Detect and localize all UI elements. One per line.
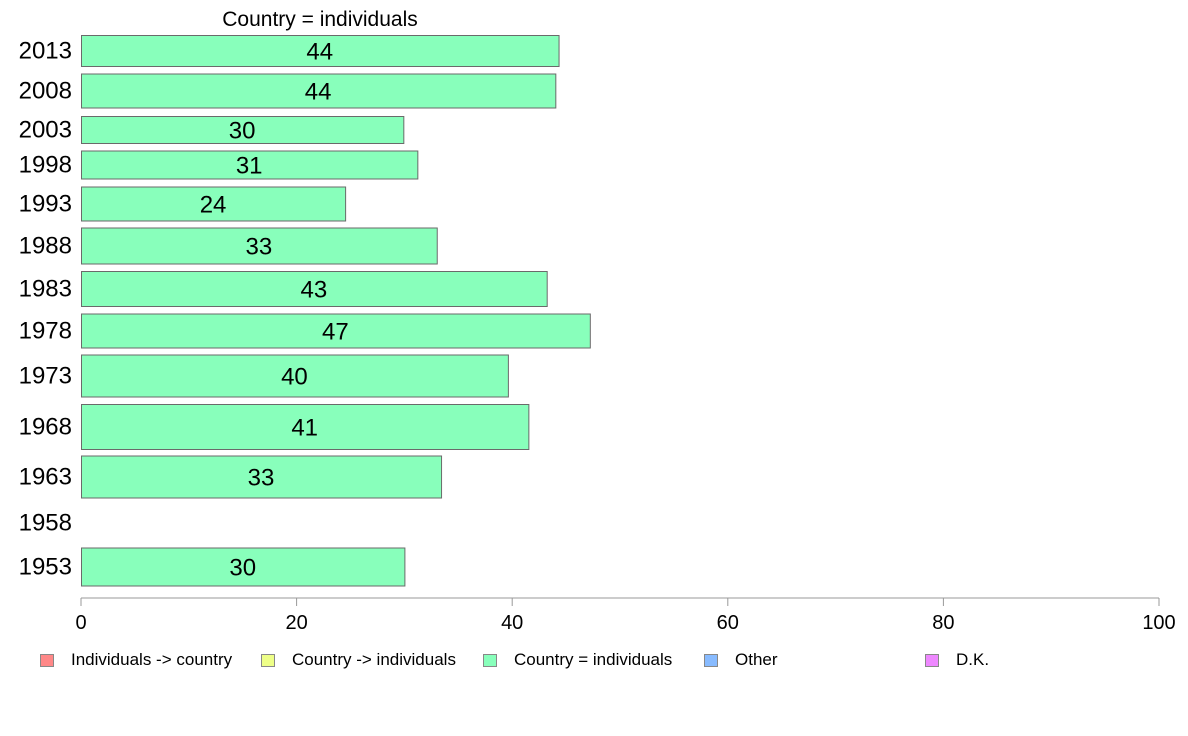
legend-label: Individuals -> country: [71, 650, 233, 669]
x-tick-label: 40: [501, 612, 523, 634]
category-label: 1993: [19, 191, 72, 218]
bar: [81, 227, 438, 265]
x-tick-label: 60: [717, 612, 739, 634]
bar-value-label: 43: [300, 277, 327, 304]
chart-title: Country = individuals: [222, 8, 418, 31]
category-label: 1973: [19, 363, 72, 390]
category-label: 1968: [19, 414, 72, 441]
legend-swatch: [925, 653, 939, 667]
bar: [81, 186, 347, 222]
bar: [81, 354, 509, 398]
category-label: 1958: [19, 510, 72, 537]
bar-value-label: 30: [229, 555, 256, 582]
legend-swatch: [483, 653, 497, 667]
legend-item-other: Other: [704, 650, 778, 670]
bar-value-label: 30: [229, 118, 256, 145]
bar: [81, 116, 405, 144]
category-label: 2008: [19, 78, 72, 105]
x-axis: 0 20 40 60 80 100: [75, 597, 1176, 634]
bar-value-label: 47: [322, 319, 349, 346]
bar: [81, 455, 443, 499]
bar-value-label: 40: [281, 364, 308, 391]
category-label: 1978: [19, 318, 72, 345]
bar-value-label: 31: [236, 153, 263, 180]
legend-item-country-individuals: Country -> individuals: [261, 650, 456, 670]
category-label: 1988: [19, 233, 72, 260]
x-tick-label: 100: [1142, 612, 1175, 634]
bar-value-label: 33: [246, 234, 273, 261]
category-label: 2003: [19, 117, 72, 144]
bar-value-label: 44: [305, 79, 332, 106]
legend-item-country-equals-individuals: Country = individuals: [483, 650, 672, 670]
bar: [81, 73, 557, 109]
legend-label: Other: [735, 650, 778, 669]
legend-swatch: [261, 653, 275, 667]
category-label: 1963: [19, 464, 72, 491]
bar: [81, 150, 419, 180]
bar-value-label: 24: [200, 192, 227, 219]
legend-item-individuals-country: Individuals -> country: [40, 650, 232, 670]
bar-value-label: 44: [306, 39, 333, 66]
legend-swatch: [704, 653, 718, 667]
legend-label: Country = individuals: [514, 650, 673, 669]
bars: 2013 44 2008 44 2003 30 1998 31 1993 24 1988 33 1983…: [19, 35, 591, 587]
bar-value-label: 33: [248, 465, 275, 492]
bar: [81, 404, 530, 450]
bar: [81, 547, 406, 587]
bar: [81, 271, 548, 307]
bar: [81, 35, 560, 67]
legend: Individuals -> country Country -> indivi…: [0, 650, 1188, 674]
legend-swatch: [40, 653, 54, 667]
x-tick-label: 80: [932, 612, 954, 634]
x-tick-label: 0: [75, 612, 86, 634]
category-label: 2013: [19, 38, 72, 65]
legend-label: D.K.: [956, 650, 990, 669]
category-label: 1953: [19, 554, 72, 581]
x-tick-label: 20: [285, 612, 307, 634]
category-label: 1998: [19, 152, 72, 179]
bar: [81, 313, 591, 349]
category-label: 1983: [19, 276, 72, 303]
legend-label: Country -> individuals: [292, 650, 456, 669]
legend-item-dk: D.K.: [925, 650, 989, 670]
bar-value-label: 41: [291, 415, 318, 442]
